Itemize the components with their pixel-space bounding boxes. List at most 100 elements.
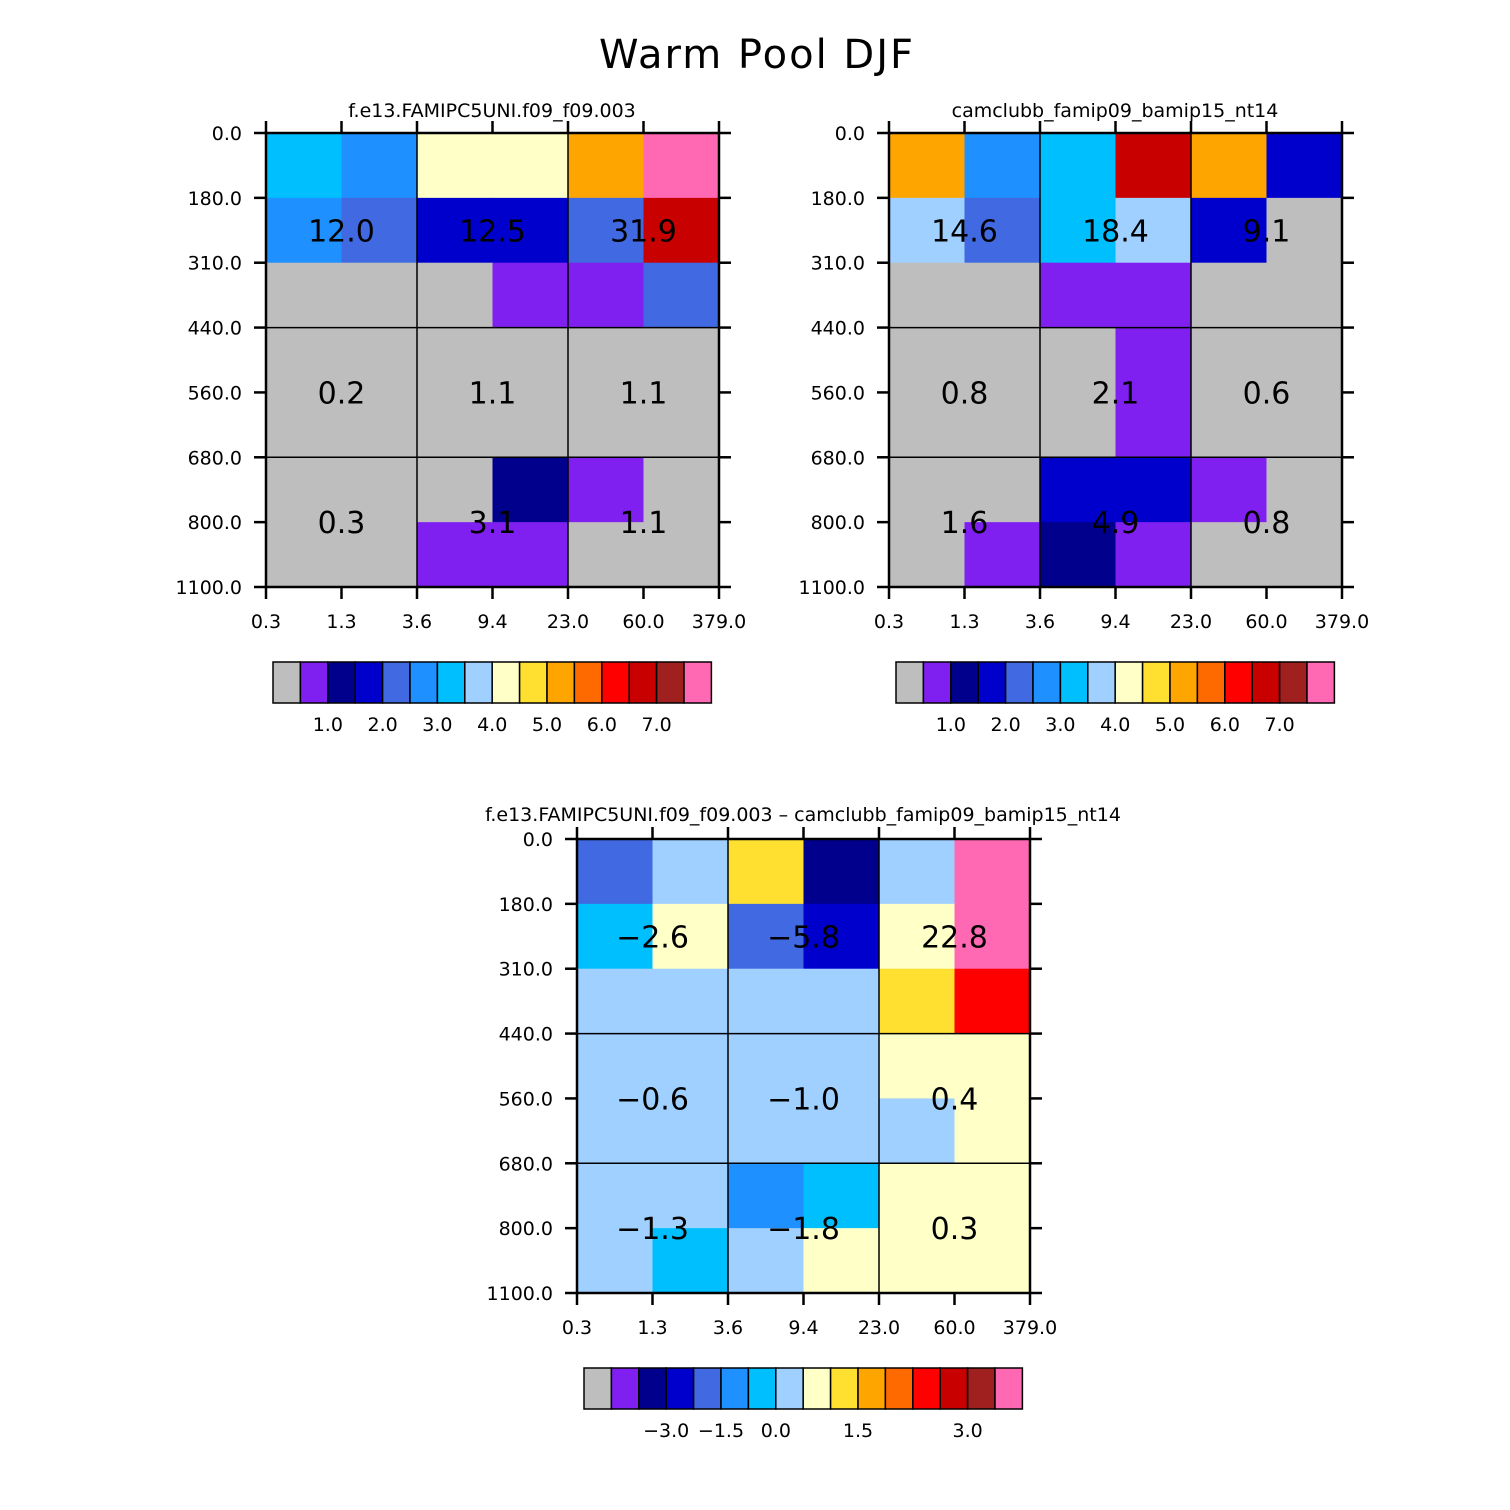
heatmap-cell xyxy=(266,392,342,458)
heatmap-cell xyxy=(728,1033,804,1099)
heatmap-cell xyxy=(1040,133,1116,199)
x-tick-label: 9.4 xyxy=(477,611,507,633)
x-tick-label: 3.6 xyxy=(1025,611,1055,633)
heatmap-cell xyxy=(643,262,720,329)
heatmap-cell xyxy=(1040,392,1116,458)
heatmap-cell xyxy=(889,522,965,588)
colorbar-swatch xyxy=(1251,661,1281,704)
heatmap-cell xyxy=(1040,522,1116,588)
heatmap-cell xyxy=(803,968,880,1035)
panel-bottom-difference: f.e13.FAMIPC5UNI.f09_f09.003 – camclubb_… xyxy=(485,804,1121,1442)
heatmap-cell xyxy=(492,133,569,199)
heatmap-cell xyxy=(492,262,569,329)
colorbar-swatch xyxy=(610,1367,640,1410)
colorbar-label: 1.0 xyxy=(313,714,343,736)
heatmap-cell xyxy=(889,392,965,458)
panel-title: camclubb_famip09_bamip15_nt14 xyxy=(952,100,1279,122)
heatmap-cell xyxy=(266,262,342,329)
colorbar-label: 5.0 xyxy=(532,714,562,736)
heatmap-cell xyxy=(577,1163,653,1229)
y-tick-label: 680.0 xyxy=(188,447,242,469)
heatmap-cell xyxy=(879,1228,955,1294)
colorbar-swatch xyxy=(638,1367,667,1410)
heatmap-cell xyxy=(266,457,342,523)
heatmap-cell xyxy=(568,457,644,523)
y-tick-label: 180.0 xyxy=(499,894,553,916)
heatmap-cell xyxy=(954,968,1031,1035)
colorbar-swatch xyxy=(857,1367,887,1410)
box-value-label: −1.3 xyxy=(616,1212,689,1247)
heatmap-cell xyxy=(643,522,720,588)
heatmap-cell xyxy=(652,839,729,905)
heatmap-cell xyxy=(1266,262,1343,329)
heatmap-cell xyxy=(266,327,342,393)
heatmap-cell xyxy=(879,1163,955,1229)
colorbar-label: 4.0 xyxy=(1100,714,1130,736)
y-tick-label: 0.0 xyxy=(212,123,242,145)
heatmap-cell xyxy=(954,1228,1031,1294)
heatmap-cell xyxy=(1266,457,1343,523)
heatmap-cell xyxy=(879,1033,955,1099)
heatmap-cell xyxy=(954,1163,1031,1229)
heatmap-cell xyxy=(1115,457,1192,523)
x-tick-label: 379.0 xyxy=(1003,1317,1057,1339)
colorbar-swatch xyxy=(922,661,952,704)
heatmap-cell xyxy=(728,968,804,1035)
colorbar-swatch xyxy=(912,1367,941,1410)
heatmap-cell xyxy=(1115,392,1192,458)
heatmap-cell xyxy=(417,457,493,523)
box-value-label: 1.1 xyxy=(620,506,668,541)
box-value-label: 0.8 xyxy=(1243,506,1291,541)
colorbar-swatch xyxy=(1278,661,1308,704)
colorbar-swatch xyxy=(720,1367,750,1410)
box-value-label: 2.1 xyxy=(1092,376,1140,411)
x-tick-label: 23.0 xyxy=(858,1317,900,1339)
y-tick-label: 310.0 xyxy=(188,253,242,275)
heatmap-cell xyxy=(643,327,720,393)
box-value-label: 12.5 xyxy=(459,214,526,249)
colorbar-swatch xyxy=(1087,661,1116,704)
box-value-label: −1.8 xyxy=(767,1212,840,1247)
x-tick-label: 60.0 xyxy=(1245,611,1287,633)
colorbar-swatch xyxy=(464,661,493,704)
box-value-label: 1.1 xyxy=(469,376,517,411)
heatmap-cell xyxy=(879,1098,955,1164)
heatmap-cell xyxy=(1040,197,1116,264)
panel-title: f.e13.FAMIPC5UNI.f09_f09.003 – camclubb_… xyxy=(485,804,1121,826)
colorbar-swatch xyxy=(802,1367,832,1410)
y-tick-label: 440.0 xyxy=(499,1024,553,1046)
heatmap-cell xyxy=(879,839,955,905)
heatmap-cell xyxy=(728,1228,804,1294)
heatmap-cell xyxy=(1115,133,1192,199)
box-value-label: −5.8 xyxy=(767,920,840,955)
heatmap-cell xyxy=(803,839,880,905)
heatmap-cell xyxy=(1266,133,1343,199)
heatmap-cell xyxy=(1040,457,1116,523)
heatmap-cell xyxy=(728,839,804,905)
heatmap-cell xyxy=(1266,327,1343,393)
colorbar-label: 1.5 xyxy=(843,1420,873,1442)
y-tick-label: 440.0 xyxy=(188,318,242,340)
colorbar-label: 3.0 xyxy=(422,714,452,736)
x-tick-label: 379.0 xyxy=(692,611,746,633)
colorbar-swatch xyxy=(1032,661,1062,704)
heatmap-cell xyxy=(803,1098,880,1164)
heatmap-cell xyxy=(568,522,644,588)
x-tick-label: 3.6 xyxy=(713,1317,743,1339)
heatmap-cell xyxy=(1191,262,1267,329)
heatmap-cell xyxy=(1191,392,1267,458)
colorbar-label: −3.0 xyxy=(643,1420,689,1442)
heatmap-cell xyxy=(492,522,569,588)
heatmap-cell xyxy=(652,1098,729,1164)
heatmap-cell xyxy=(341,133,418,199)
heatmap-cell xyxy=(889,457,965,523)
colorbar-swatch xyxy=(994,1367,1024,1410)
heatmap-cell xyxy=(652,968,729,1035)
x-tick-label: 1.3 xyxy=(949,611,979,633)
heatmap-cell xyxy=(803,1228,880,1294)
box-value-label: 0.3 xyxy=(318,506,366,541)
box-value-label: −2.6 xyxy=(616,920,689,955)
box-value-label: −1.0 xyxy=(767,1082,840,1117)
box-value-label: 1.6 xyxy=(941,506,989,541)
heatmap-cell xyxy=(417,133,493,199)
